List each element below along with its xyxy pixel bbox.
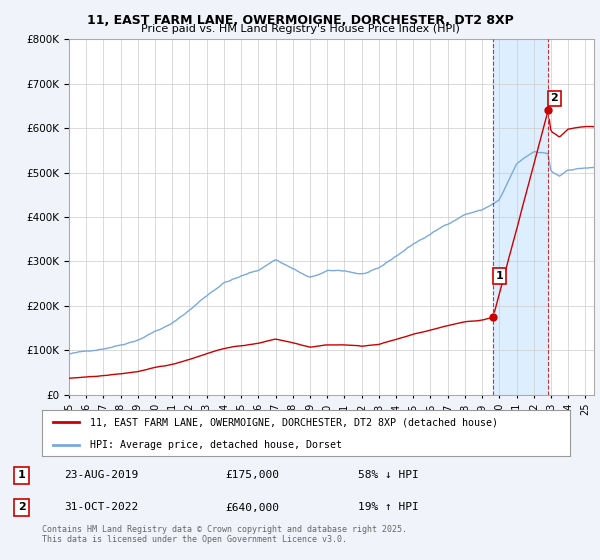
Text: 2: 2	[551, 94, 559, 104]
Bar	[493, 39, 548, 395]
Text: 2: 2	[18, 502, 26, 512]
Text: 31-OCT-2022: 31-OCT-2022	[64, 502, 138, 512]
Text: 11, EAST FARM LANE, OWERMOIGNE, DORCHESTER, DT2 8XP: 11, EAST FARM LANE, OWERMOIGNE, DORCHEST…	[86, 14, 514, 27]
Text: £175,000: £175,000	[225, 470, 279, 480]
Text: £640,000: £640,000	[225, 502, 279, 512]
Text: 1: 1	[496, 271, 503, 281]
Text: 23-AUG-2019: 23-AUG-2019	[64, 470, 138, 480]
Text: HPI: Average price, detached house, Dorset: HPI: Average price, detached house, Dors…	[89, 440, 341, 450]
Text: Contains HM Land Registry data © Crown copyright and database right 2025.
This d: Contains HM Land Registry data © Crown c…	[42, 525, 407, 544]
Text: 11, EAST FARM LANE, OWERMOIGNE, DORCHESTER, DT2 8XP (detached house): 11, EAST FARM LANE, OWERMOIGNE, DORCHEST…	[89, 417, 497, 427]
Text: 19% ↑ HPI: 19% ↑ HPI	[358, 502, 418, 512]
Text: Price paid vs. HM Land Registry's House Price Index (HPI): Price paid vs. HM Land Registry's House …	[140, 24, 460, 34]
Text: 58% ↓ HPI: 58% ↓ HPI	[358, 470, 418, 480]
Text: 1: 1	[18, 470, 26, 480]
